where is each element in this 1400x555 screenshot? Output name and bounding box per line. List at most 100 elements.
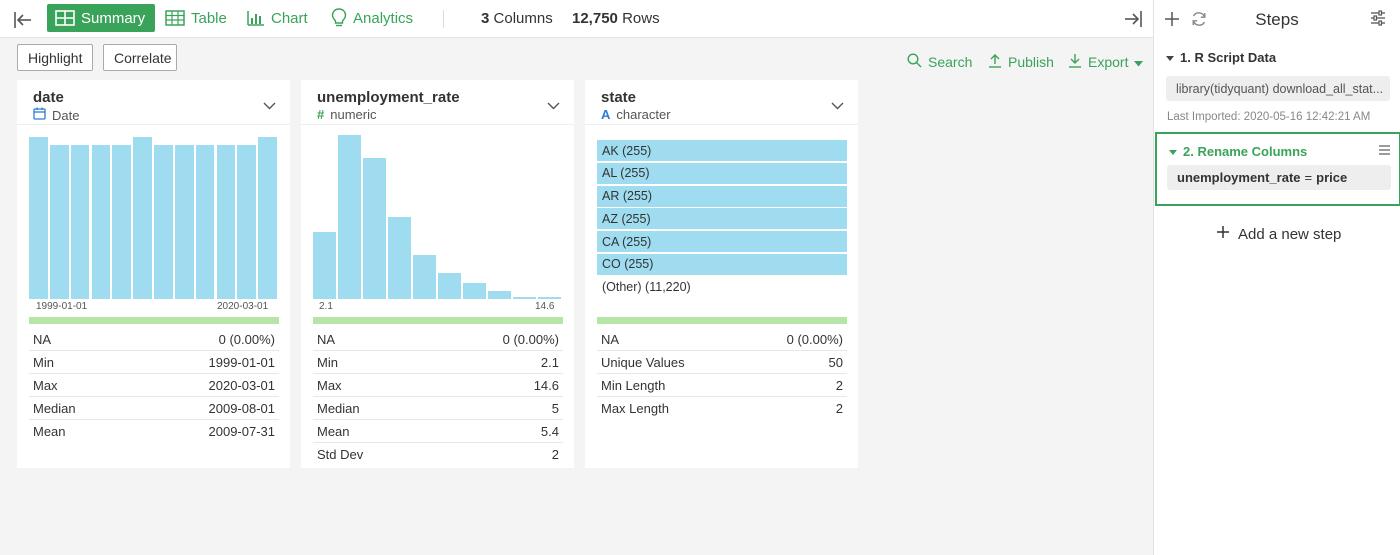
stat-value: 2 <box>835 401 843 416</box>
histogram-bar[interactable] <box>538 297 561 299</box>
histogram-bar[interactable] <box>363 157 386 299</box>
publish-label: Publish <box>1008 54 1054 70</box>
table-icon <box>165 10 185 26</box>
stats-table: NA 0 (0.00%) Min 2.1 Max 14.6 Median 5 Mean 5… <box>313 328 563 466</box>
column-type-label: Date <box>52 107 80 123</box>
row-count-value: 12,750 <box>572 10 618 27</box>
stat-row: Max 2020-03-01 <box>29 374 279 397</box>
column-type-label: numeric <box>330 107 377 122</box>
category-bar[interactable]: CO (255) <box>597 253 847 275</box>
plus-icon[interactable] <box>1163 10 1181 31</box>
column-type: Date <box>33 107 79 123</box>
column-header: unemployment_rate # numeric <box>301 80 574 125</box>
axis-min-label: 1999-01-01 <box>36 301 88 312</box>
histogram-bar[interactable] <box>91 144 111 299</box>
histogram-bar[interactable] <box>388 217 411 299</box>
stat-label: Std Dev <box>317 447 364 462</box>
publish-button[interactable]: Publish <box>988 53 1054 71</box>
tab-chart-label: Chart <box>271 9 308 27</box>
category-bar[interactable]: AK (255) <box>597 140 847 161</box>
caret-down-icon <box>1134 54 1144 70</box>
steps-panel: Steps 1. R Script Data library(tidyquant… <box>1153 0 1400 555</box>
new-column-name: price <box>1316 170 1348 185</box>
export-button[interactable]: Export <box>1068 53 1144 71</box>
stat-label: Median <box>317 400 360 416</box>
column-count-value: 3 <box>481 10 490 27</box>
upload-icon <box>988 53 1002 71</box>
step-title: 1. R Script Data <box>1166 50 1276 65</box>
stat-row: NA 0 (0.00%) <box>597 328 847 351</box>
highlight-button[interactable]: Highlight <box>17 44 93 71</box>
tab-table[interactable]: Table <box>165 4 227 32</box>
stat-value: 1999-01-01 <box>208 354 276 370</box>
stat-row: Std Dev 2 <box>313 443 563 466</box>
download-icon <box>1068 53 1082 71</box>
histogram-bar[interactable] <box>513 296 536 299</box>
histogram-bar[interactable] <box>258 136 277 299</box>
histogram-bar[interactable] <box>154 144 173 299</box>
search-label: Search <box>928 54 973 70</box>
stat-value: 2 <box>835 377 843 393</box>
histogram-bar[interactable] <box>237 144 257 299</box>
column-count: 3 Columns <box>481 10 553 27</box>
chevron-down-icon[interactable] <box>263 98 276 113</box>
histogram-bar[interactable] <box>195 144 215 299</box>
calendar-icon <box>33 107 46 123</box>
category-list: AK (255) AL (255) AR (255) AZ (255) CA (… <box>597 140 847 300</box>
histogram-bar[interactable] <box>338 135 361 299</box>
sliders-icon[interactable] <box>1370 10 1386 29</box>
histogram-bar[interactable] <box>413 254 436 299</box>
category-bar[interactable]: AR (255) <box>597 185 847 207</box>
tab-analytics[interactable]: Analytics <box>331 4 413 32</box>
histogram-bar[interactable] <box>49 144 69 299</box>
step-code[interactable]: library(tidyquant) download_all_stat... <box>1166 76 1390 101</box>
tab-summary[interactable]: Summary <box>47 4 156 32</box>
category-bar[interactable]: AZ (255) <box>597 208 847 230</box>
histogram-bar[interactable] <box>488 290 511 299</box>
old-column-name: unemployment_rate <box>1177 170 1301 185</box>
histogram-bar[interactable] <box>216 144 236 299</box>
histogram-bar[interactable] <box>463 282 486 299</box>
chevron-down-icon[interactable] <box>547 98 560 113</box>
stat-row: Max 14.6 <box>313 374 563 397</box>
step-title-label: 1. R Script Data <box>1180 50 1277 65</box>
histogram-bar[interactable] <box>112 144 132 299</box>
histogram-bar[interactable] <box>29 136 48 299</box>
stat-label: NA <box>317 331 336 347</box>
histogram-bar[interactable] <box>133 136 152 299</box>
histogram-bar[interactable] <box>70 144 90 299</box>
rename-mapping[interactable]: unemployment_rate = price <box>1167 165 1391 190</box>
search-button[interactable]: Search <box>907 53 972 71</box>
histogram-bar[interactable] <box>174 144 194 299</box>
category-bar[interactable]: CA (255) <box>597 231 847 253</box>
stat-label: Max <box>317 377 342 393</box>
add-step-button[interactable]: Add a new step <box>1216 225 1341 243</box>
column-count-label: Columns <box>493 10 553 27</box>
menu-icon[interactable] <box>1378 144 1391 159</box>
stat-value: 14.6 <box>533 377 559 393</box>
step-rename-columns[interactable]: 2. Rename Columns unemployment_rate = pr… <box>1155 132 1400 206</box>
stat-value: 2009-08-01 <box>208 400 276 416</box>
stat-row: NA 0 (0.00%) <box>313 328 563 351</box>
chevron-down-icon[interactable] <box>831 98 844 113</box>
category-bar[interactable]: AL (255) <box>597 162 847 184</box>
na-coverage-bar <box>313 317 563 324</box>
histogram-bar[interactable] <box>438 272 461 299</box>
add-step-label: Add a new step <box>1238 225 1342 243</box>
stat-row: Max Length 2 <box>597 397 847 420</box>
column-name: date <box>33 89 64 106</box>
collapse-left-icon[interactable] <box>12 6 34 34</box>
correlate-button[interactable]: Correlate <box>103 44 177 71</box>
stat-label: Max <box>33 377 58 393</box>
stat-value: 50 <box>828 354 843 370</box>
histogram-bar[interactable] <box>313 231 336 299</box>
collapse-right-icon[interactable] <box>1122 8 1144 33</box>
tab-chart[interactable]: Chart <box>247 4 308 32</box>
caret-down-icon <box>1166 50 1174 65</box>
bar-chart-icon <box>247 10 265 26</box>
stats-table: NA 0 (0.00%) Unique Values 50 Min Length 2 … <box>597 328 847 420</box>
toolbar-divider <box>443 10 444 28</box>
stat-row: Mean 2009-07-31 <box>29 420 279 443</box>
stat-label: Unique Values <box>601 354 685 370</box>
refresh-icon[interactable] <box>1190 10 1208 31</box>
